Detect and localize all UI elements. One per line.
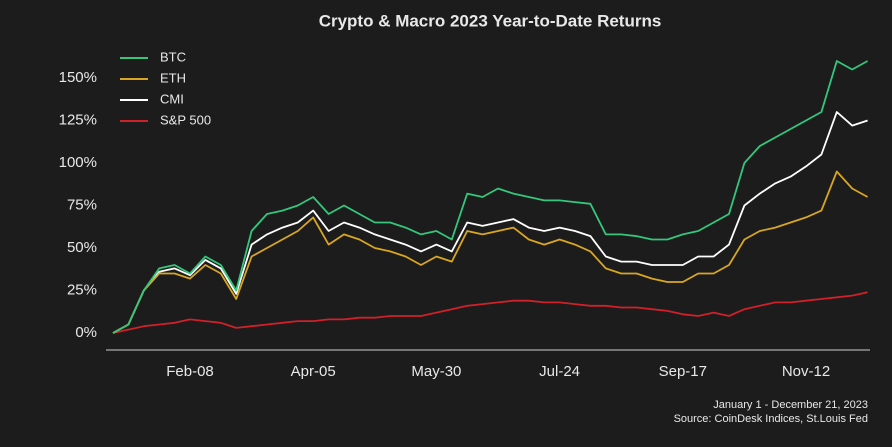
series-line xyxy=(112,111,868,334)
x-tick-label: Nov-12 xyxy=(782,363,830,380)
x-tick-label: Apr-05 xyxy=(291,363,336,380)
note: Source: CoinDesk Indices, St.Louis Fed xyxy=(674,413,868,425)
y-tick-label: 125% xyxy=(59,111,97,128)
x-tick-label: May-30 xyxy=(411,363,461,380)
chart-title: Crypto & Macro 2023 Year-to-Date Returns xyxy=(319,11,662,30)
y-tick-label: 150% xyxy=(59,69,97,86)
x-tick-label: Jul-24 xyxy=(539,363,580,380)
y-tick-label: 50% xyxy=(67,239,97,256)
x-tick-label: Feb-08 xyxy=(166,363,214,380)
y-tick-label: 25% xyxy=(67,281,97,298)
legend-label: ETH xyxy=(160,70,186,85)
y-tick-label: 100% xyxy=(59,154,97,171)
legend-label: CMI xyxy=(160,91,184,106)
series-line xyxy=(112,291,868,334)
legend-label: S&P 500 xyxy=(160,112,211,127)
series-line xyxy=(112,60,869,334)
series-line xyxy=(112,170,869,334)
note: January 1 - December 21, 2023 xyxy=(713,399,868,411)
y-tick-label: 75% xyxy=(67,196,97,213)
y-tick-label: 0% xyxy=(75,324,97,341)
legend-label: BTC xyxy=(160,49,186,64)
x-tick-label: Sep-17 xyxy=(659,363,707,380)
